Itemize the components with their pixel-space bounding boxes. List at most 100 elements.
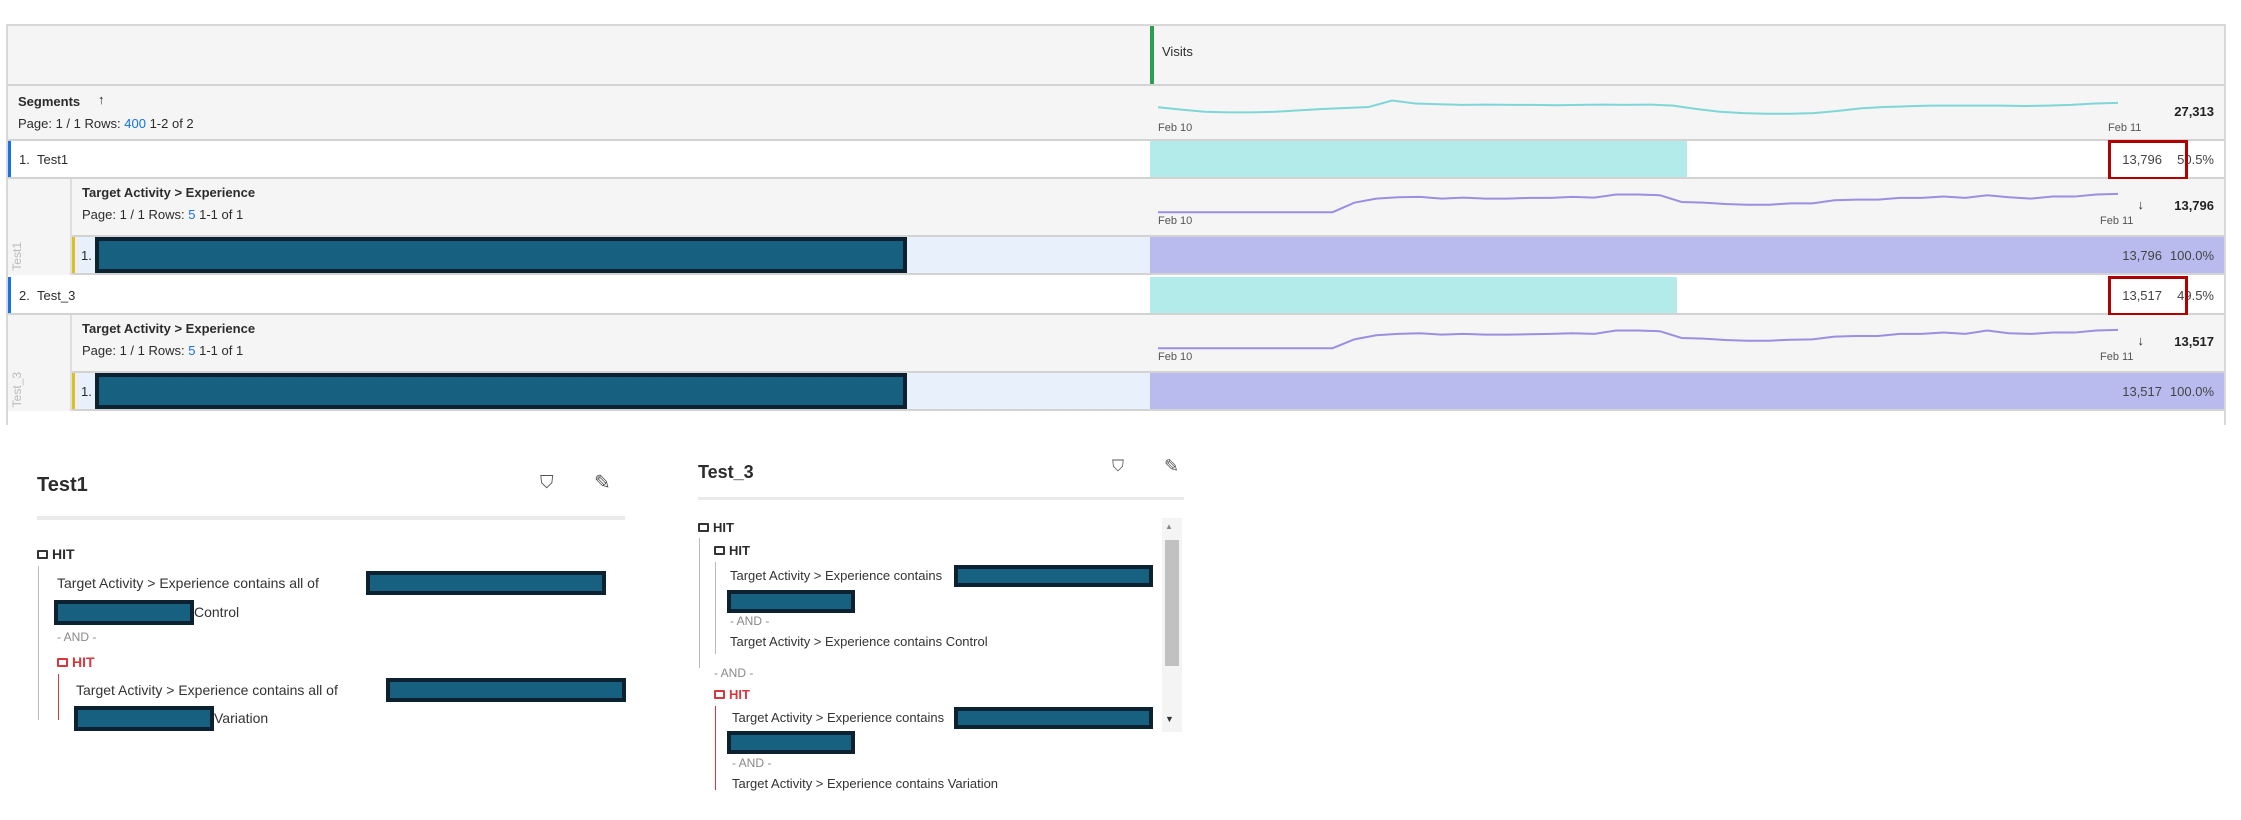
highlight-box: [2108, 140, 2188, 180]
redacted-value: [74, 706, 214, 731]
page-label: Page: 1 / 1 Rows:: [82, 207, 185, 222]
row-value: 13,517: [2122, 384, 2162, 399]
container-line: [699, 538, 700, 668]
container-icon: [714, 546, 725, 555]
redacted-value: [95, 373, 907, 409]
row-range: 1-1 of 1: [199, 207, 244, 222]
hit-container: HIT: [698, 520, 734, 535]
stamp-icon[interactable]: ⛉: [540, 472, 554, 492]
rule-text: Target Activity > Experience contains al…: [57, 575, 319, 591]
container-icon: [698, 523, 709, 532]
redacted-value: [954, 565, 1153, 587]
breakdown-item-row[interactable]: 1. 13,796 100.0%: [72, 237, 2224, 275]
rule-text: Control: [194, 604, 240, 620]
segment-row[interactable]: 2. Test_3 13,517 49.5%: [8, 276, 2224, 316]
breakdown-item-row[interactable]: 1. 13,517 100.0%: [72, 373, 2224, 411]
sparkline-breakdown: [1158, 328, 2118, 350]
breakdown-total: 13,517: [2174, 334, 2214, 349]
visits-share-bar: [1150, 141, 1688, 177]
sparkline-path: [1158, 192, 2118, 214]
arrow-down-icon[interactable]: ↓: [2137, 197, 2145, 212]
redacted-value: [54, 600, 194, 625]
segment-title: Test1: [37, 474, 88, 496]
hit-label: HIT: [729, 543, 750, 558]
row-value: 13,517: [2122, 288, 2162, 303]
container-line: [715, 562, 716, 654]
hit-label: HIT: [713, 520, 734, 535]
breakdown-header[interactable]: Target Activity > Experience: [82, 185, 256, 200]
scrollbar[interactable]: ▲ ▼: [1162, 518, 1182, 732]
rows-per-page-link[interactable]: 400: [124, 116, 146, 131]
page-label: Page: 1 / 1 Rows:: [18, 116, 121, 131]
sparkline-path: [1158, 99, 2118, 115]
row-range: 1-1 of 1: [199, 343, 244, 358]
freeform-table: Visits Segments ↑ Page: 1 / 1 Rows: 400 …: [6, 24, 2226, 425]
row-percent: 100.0%: [2169, 384, 2214, 399]
container-icon: [714, 690, 725, 699]
sparkline-path: [1158, 328, 2118, 350]
sort-arrow-up-icon[interactable]: ↑: [98, 92, 105, 107]
pencil-icon[interactable]: ✎: [594, 472, 611, 494]
pagination: Page: 1 / 1 Rows: 5 1-1 of 1: [82, 207, 243, 222]
redacted-value: [366, 571, 606, 595]
container-line: [38, 566, 39, 720]
page-label: Page: 1 / 1 Rows:: [82, 343, 185, 358]
row-percent: 100.0%: [2169, 248, 2214, 263]
row-index: 2.: [19, 288, 30, 303]
date-end-label: Feb 11: [2100, 351, 2134, 363]
row-index: 1.: [19, 152, 30, 167]
and-operator: - AND -: [714, 666, 754, 680]
hit-container-excluded: HIT: [714, 687, 750, 702]
and-operator: - AND -: [732, 756, 772, 770]
row-label[interactable]: Test_3: [37, 288, 76, 303]
redacted-value: [95, 237, 907, 273]
stamp-icon[interactable]: ⛉: [1112, 458, 1125, 475]
row-value: 13,796: [2122, 152, 2162, 167]
total-visits: 27,313: [2174, 104, 2214, 119]
redacted-value: [386, 678, 626, 702]
redacted-value: [954, 707, 1153, 729]
dimension-header-label[interactable]: Segments: [18, 94, 81, 109]
redacted-value: [727, 731, 855, 754]
dimension-header-row: Segments ↑ Page: 1 / 1 Rows: 400 1-2 of …: [8, 86, 2224, 141]
arrow-down-icon[interactable]: ↓: [2137, 333, 2145, 348]
date-end-label: Feb 11: [2108, 122, 2142, 134]
rows-per-page-link[interactable]: 5: [188, 343, 196, 358]
and-operator: - AND -: [730, 614, 770, 628]
scrollbar-thumb[interactable]: [1165, 540, 1179, 666]
rows-per-page-link[interactable]: 5: [188, 207, 196, 222]
breakdown-header[interactable]: Target Activity > Experience: [82, 321, 256, 336]
row-label[interactable]: Test1: [37, 152, 69, 167]
breakdown-total: 13,796: [2174, 198, 2214, 213]
metric-header-label: Visits: [1162, 44, 1193, 59]
rule-text: Target Activity > Experience contains Co…: [730, 634, 988, 649]
container-icon: [57, 657, 68, 667]
segment-row[interactable]: 1. Test1 13,796 50.5%: [8, 140, 2224, 180]
pagination: Page: 1 / 1 Rows: 400 1-2 of 2: [18, 116, 194, 131]
rule-text: Target Activity > Experience contains al…: [76, 682, 338, 698]
row-index: 1.: [81, 384, 92, 399]
row-range: 1-2 of 2: [149, 116, 194, 131]
sparkline-total: [1158, 99, 2118, 115]
divider: [37, 516, 625, 520]
container-line: [715, 706, 716, 790]
breakdown-header-row: Target Activity > Experience Page: 1 / 1…: [72, 315, 2224, 373]
pagination: Page: 1 / 1 Rows: 5 1-1 of 1: [82, 343, 243, 358]
segment-title: Test_3: [698, 462, 754, 482]
breakdown-header-row: Target Activity > Experience Page: 1 / 1…: [72, 179, 2224, 237]
and-operator: - AND -: [57, 630, 97, 644]
rule-text: Target Activity > Experience contains Va…: [732, 776, 999, 791]
table-header-row: Visits: [8, 26, 2224, 86]
date-start-label: Feb 10: [1158, 351, 1193, 363]
metric-column-header[interactable]: Visits: [1150, 26, 2224, 84]
scroll-up-icon[interactable]: ▲: [1165, 522, 1173, 531]
container-icon: [37, 549, 48, 559]
breakdown-side-label: Test_3: [10, 371, 24, 407]
scroll-down-icon[interactable]: ▼: [1165, 714, 1174, 724]
visits-share-bar: [1150, 277, 1677, 313]
pencil-icon[interactable]: ✎: [1164, 456, 1180, 476]
hit-label: HIT: [72, 654, 95, 670]
hit-container-excluded: HIT: [57, 654, 95, 670]
visits-share-bar: [1150, 373, 2224, 409]
rule-text: Target Activity > Experience contains: [732, 710, 945, 725]
